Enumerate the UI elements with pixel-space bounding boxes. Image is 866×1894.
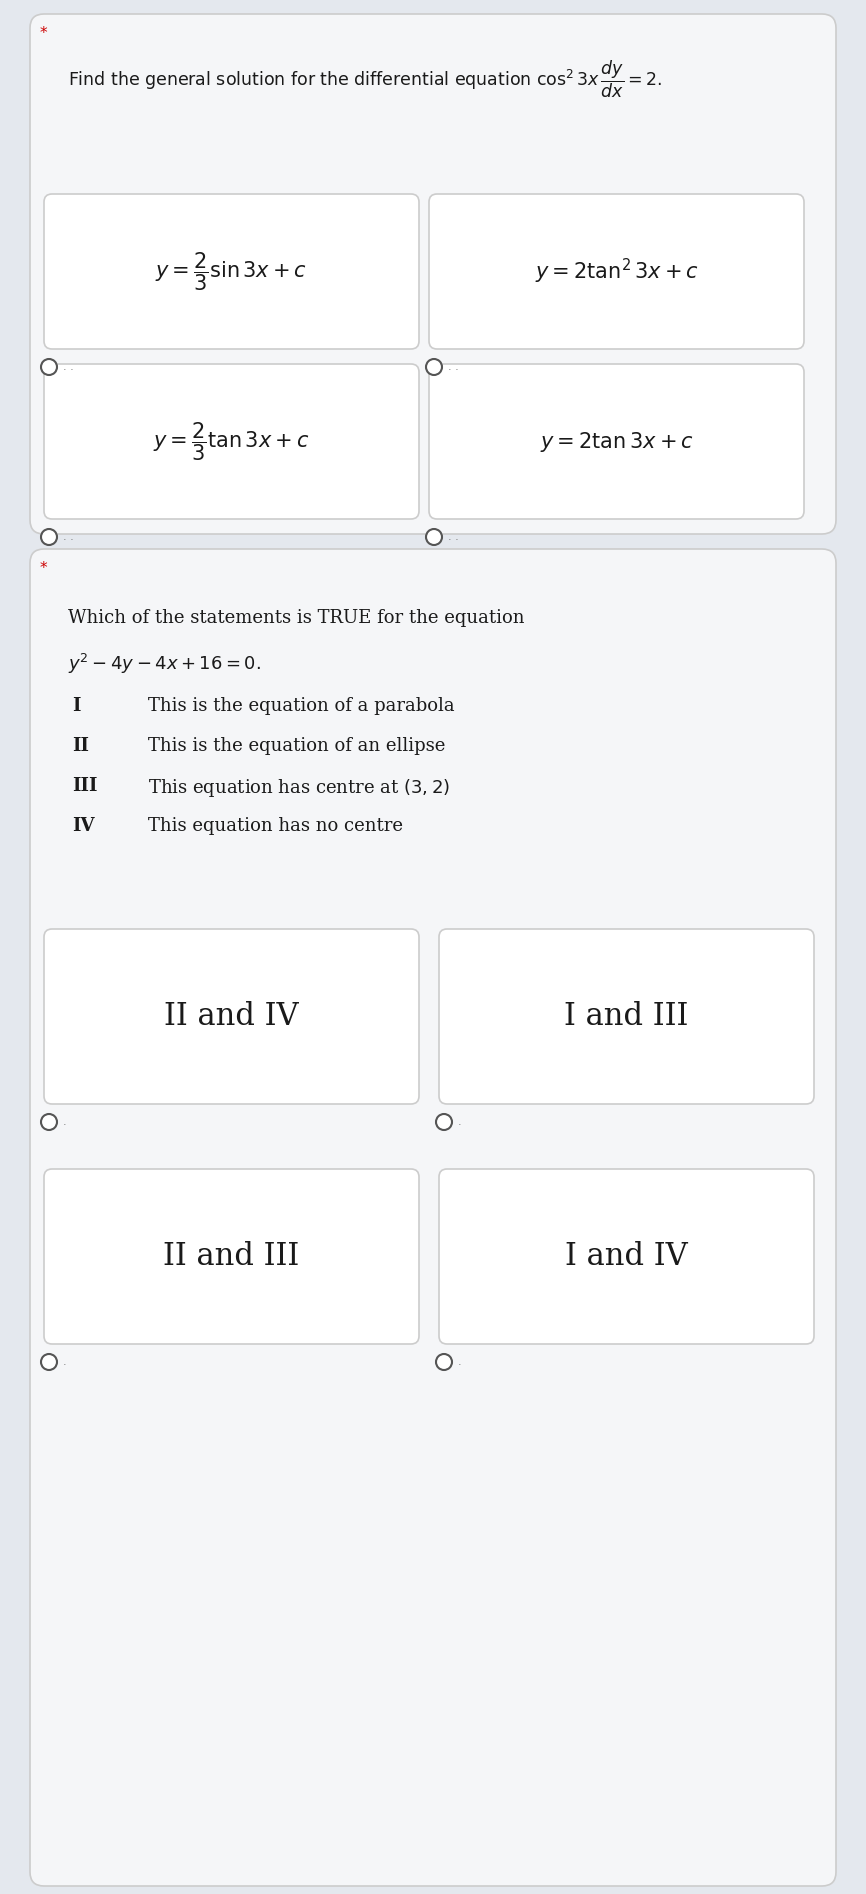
Text: II and III: II and III: [164, 1241, 300, 1273]
Text: .: .: [63, 1117, 67, 1127]
Text: This equation has no centre: This equation has no centre: [148, 816, 403, 835]
FancyBboxPatch shape: [429, 364, 804, 519]
Text: Which of the statements is TRUE for the equation: Which of the statements is TRUE for the …: [68, 610, 525, 627]
Circle shape: [41, 360, 57, 375]
Text: . .: . .: [448, 532, 459, 542]
Text: I and III: I and III: [565, 1002, 688, 1032]
FancyBboxPatch shape: [30, 13, 836, 534]
FancyBboxPatch shape: [429, 193, 804, 348]
FancyBboxPatch shape: [44, 1169, 419, 1345]
Text: .: .: [458, 1117, 462, 1127]
Text: $y = \dfrac{2}{3}\tan 3x + c$: $y = \dfrac{2}{3}\tan 3x + c$: [153, 420, 310, 462]
Text: I and IV: I and IV: [565, 1241, 688, 1273]
Text: $y = \dfrac{2}{3}\sin 3x + c$: $y = \dfrac{2}{3}\sin 3x + c$: [155, 250, 307, 294]
FancyBboxPatch shape: [439, 1169, 814, 1345]
Text: .: .: [63, 1356, 67, 1367]
Text: $y = 2\tan^2 3x + c$: $y = 2\tan^2 3x + c$: [534, 258, 699, 286]
Circle shape: [41, 1114, 57, 1131]
FancyBboxPatch shape: [439, 928, 814, 1104]
Text: Find the general solution for the differential equation $\cos^2 3x\,\dfrac{dy}{d: Find the general solution for the differ…: [68, 59, 662, 100]
FancyBboxPatch shape: [44, 193, 419, 348]
Circle shape: [436, 1114, 452, 1131]
Text: This equation has centre at $(3,2)$: This equation has centre at $(3,2)$: [148, 777, 450, 799]
Text: II and IV: II and IV: [165, 1002, 299, 1032]
Text: $y = 2\tan 3x + c$: $y = 2\tan 3x + c$: [540, 430, 694, 453]
Text: . .: . .: [448, 362, 459, 371]
Text: . .: . .: [63, 532, 74, 542]
Text: *: *: [40, 27, 48, 42]
Text: IV: IV: [72, 816, 94, 835]
Text: I: I: [72, 697, 81, 716]
FancyBboxPatch shape: [44, 364, 419, 519]
Circle shape: [426, 360, 442, 375]
FancyBboxPatch shape: [44, 928, 419, 1104]
Text: This is the equation of a parabola: This is the equation of a parabola: [148, 697, 455, 716]
Text: . .: . .: [63, 362, 74, 371]
Circle shape: [436, 1354, 452, 1369]
Circle shape: [41, 528, 57, 545]
Circle shape: [426, 528, 442, 545]
Text: II: II: [72, 737, 89, 756]
FancyBboxPatch shape: [30, 549, 836, 1886]
Text: This is the equation of an ellipse: This is the equation of an ellipse: [148, 737, 445, 756]
Text: $y^2 - 4y - 4x + 16 = 0$.: $y^2 - 4y - 4x + 16 = 0$.: [68, 652, 262, 676]
Text: .: .: [458, 1356, 462, 1367]
Circle shape: [41, 1354, 57, 1369]
Text: *: *: [40, 561, 48, 576]
Text: III: III: [72, 777, 98, 795]
